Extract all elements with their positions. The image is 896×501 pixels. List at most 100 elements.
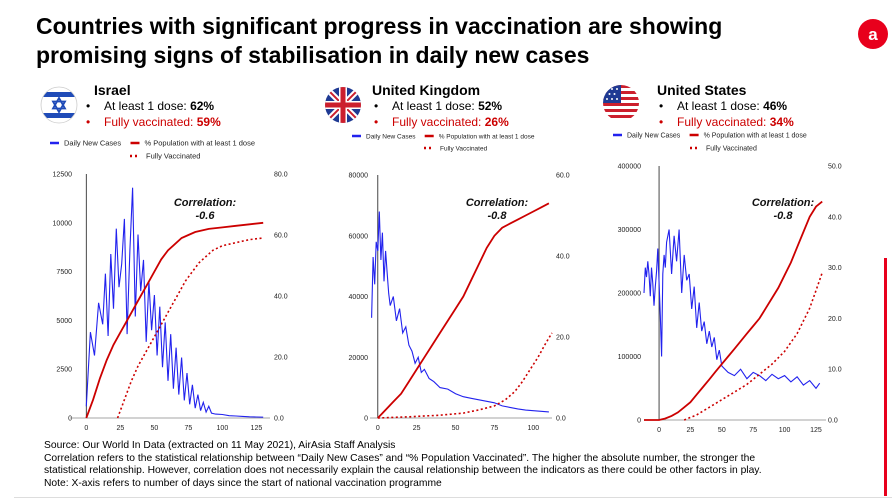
stat-dose: • At least 1 dose: 46% [659, 99, 788, 113]
x-tick-label: 25 [116, 425, 124, 432]
bottom-divider [14, 497, 892, 498]
y-left-tick-label: 2500 [56, 367, 72, 374]
x-tick-label: 100 [527, 425, 539, 432]
y-left-tick-label: 5000 [56, 318, 72, 325]
x-tick-label: 125 [810, 427, 822, 434]
y-left-tick-label: 7500 [56, 269, 72, 276]
series-line--population-with-at-least-1-dose [644, 200, 823, 421]
country-name: United Kingdom [372, 82, 481, 98]
stat-fully: • Fully vaccinated: 34% [659, 115, 794, 129]
y-right-tick-label: 40.0 [556, 254, 570, 261]
y-left-tick-label: 0 [364, 416, 368, 423]
footer-source: Source: Our World In Data (extracted on … [44, 440, 396, 451]
series-line--population-with-at-least-1-dose [377, 202, 550, 419]
y-left-tick-label: 60000 [349, 233, 369, 240]
y-right-tick-label: 0.0 [274, 416, 284, 423]
legend-label-dose: % Population with at least 1 dose [439, 134, 535, 141]
series-line--population-with-at-least-1-dose [85, 221, 264, 419]
stat-dose: • At least 1 dose: 52% [374, 99, 503, 113]
legend-label-full: Fully Vaccinated [146, 152, 200, 161]
footer-correlation-note-2: statistical relationship. However, corre… [44, 465, 762, 476]
legend-label-cases: Daily New Cases [366, 134, 416, 141]
footer-notes: Source: Our World In Data (extracted on … [44, 440, 894, 490]
x-tick-label: 25 [687, 427, 695, 434]
y-right-tick-label: 0.0 [828, 418, 838, 425]
y-left-tick-label: 0 [68, 416, 72, 423]
series-line-fully-vaccinated [377, 332, 553, 419]
svg-text:a: a [868, 25, 878, 44]
y-left-tick-label: 80000 [349, 173, 369, 180]
y-left-tick-label: 20000 [349, 355, 369, 362]
country-name: Israel [94, 82, 131, 98]
y-left-tick-label: 10000 [53, 220, 73, 227]
y-left-tick-label: 300000 [618, 227, 641, 234]
title-line-2: promising signs of stabilisation in dail… [36, 42, 590, 68]
legend-label-dose: % Population with at least 1 dose [145, 139, 256, 148]
y-right-tick-label: 20.0 [274, 355, 288, 362]
y-left-tick-label: 200000 [618, 291, 641, 298]
correlation-value: -0.8 [774, 210, 794, 222]
y-right-tick-label: 10.0 [828, 367, 842, 374]
legend-label-full: Fully Vaccinated [440, 146, 488, 153]
series-line-daily-new-cases [371, 211, 549, 413]
uk-flag-icon [325, 87, 361, 123]
correlation-label: Correlation: [466, 197, 529, 209]
x-tick-label: 50 [150, 425, 158, 432]
legend-label-dose: % Population with at least 1 dose [704, 133, 807, 140]
y-left-tick-label: 0 [637, 418, 641, 425]
y-right-tick-label: 20.0 [556, 335, 570, 342]
y-left-tick-label: 100000 [618, 354, 641, 361]
title-line-1: Countries with significant progress in v… [36, 13, 723, 39]
legend-label-cases: Daily New Cases [627, 133, 681, 140]
page-title: Countries with significant progress in v… [36, 12, 816, 70]
x-tick-label: 25 [413, 425, 421, 432]
y-right-tick-label: 40.0 [274, 294, 288, 301]
accent-bar [884, 258, 887, 496]
chart-united-kingdom: Daily New Cases % Population with at leas… [349, 134, 570, 433]
series-line-daily-new-cases [643, 229, 821, 390]
y-left-tick-label: 40000 [349, 294, 369, 301]
x-tick-label: 75 [749, 427, 757, 434]
chart-united-states: Daily New Cases % Population with at leas… [613, 133, 842, 434]
stat-dose: • At least 1 dose: 62% [86, 99, 215, 113]
series-line-fully-vaccinated [683, 272, 823, 421]
y-right-tick-label: 60.0 [556, 173, 570, 180]
footer-correlation-note: Correlation refers to the statistical re… [44, 452, 756, 464]
legend-label-cases: Daily New Cases [64, 139, 121, 148]
correlation-value: -0.8 [488, 210, 508, 222]
x-tick-label: 100 [779, 427, 791, 434]
x-tick-label: 0 [657, 427, 661, 434]
y-right-tick-label: 20.0 [828, 316, 842, 323]
y-left-tick-label: 12500 [53, 172, 73, 179]
x-tick-label: 100 [217, 425, 229, 432]
airasia-logo: a [858, 19, 888, 49]
y-left-tick-label: 400000 [618, 164, 641, 171]
y-right-tick-label: 60.0 [274, 233, 288, 240]
correlation-label: Correlation: [174, 197, 237, 209]
x-tick-label: 0 [376, 425, 380, 432]
series-line-fully-vaccinated [116, 237, 264, 419]
correlation-value: -0.6 [196, 210, 216, 222]
y-right-tick-label: 0.0 [556, 416, 566, 423]
correlation-label: Correlation: [752, 197, 815, 209]
x-tick-label: 50 [452, 425, 460, 432]
chart-israel: Daily New Cases % Population with at leas… [50, 139, 288, 432]
x-tick-label: 0 [84, 425, 88, 432]
us-flag-icon [603, 85, 639, 121]
y-right-tick-label: 40.0 [828, 214, 842, 221]
x-tick-label: 125 [251, 425, 263, 432]
x-tick-label: 50 [718, 427, 726, 434]
footer-axis-note: Note: X-axis refers to number of days si… [44, 477, 442, 489]
y-right-tick-label: 80.0 [274, 172, 288, 179]
y-right-tick-label: 30.0 [828, 265, 842, 272]
israel-flag-icon [40, 86, 78, 124]
series-line-daily-new-cases [85, 187, 264, 418]
legend-label-full: Fully Vaccinated [706, 146, 757, 153]
stat-fully: • Fully vaccinated: 26% [374, 115, 509, 129]
country-name: United States [657, 82, 747, 98]
stat-fully: • Fully vaccinated: 59% [86, 115, 221, 129]
y-right-tick-label: 50.0 [828, 164, 842, 171]
x-tick-label: 75 [184, 425, 192, 432]
x-tick-label: 75 [491, 425, 499, 432]
